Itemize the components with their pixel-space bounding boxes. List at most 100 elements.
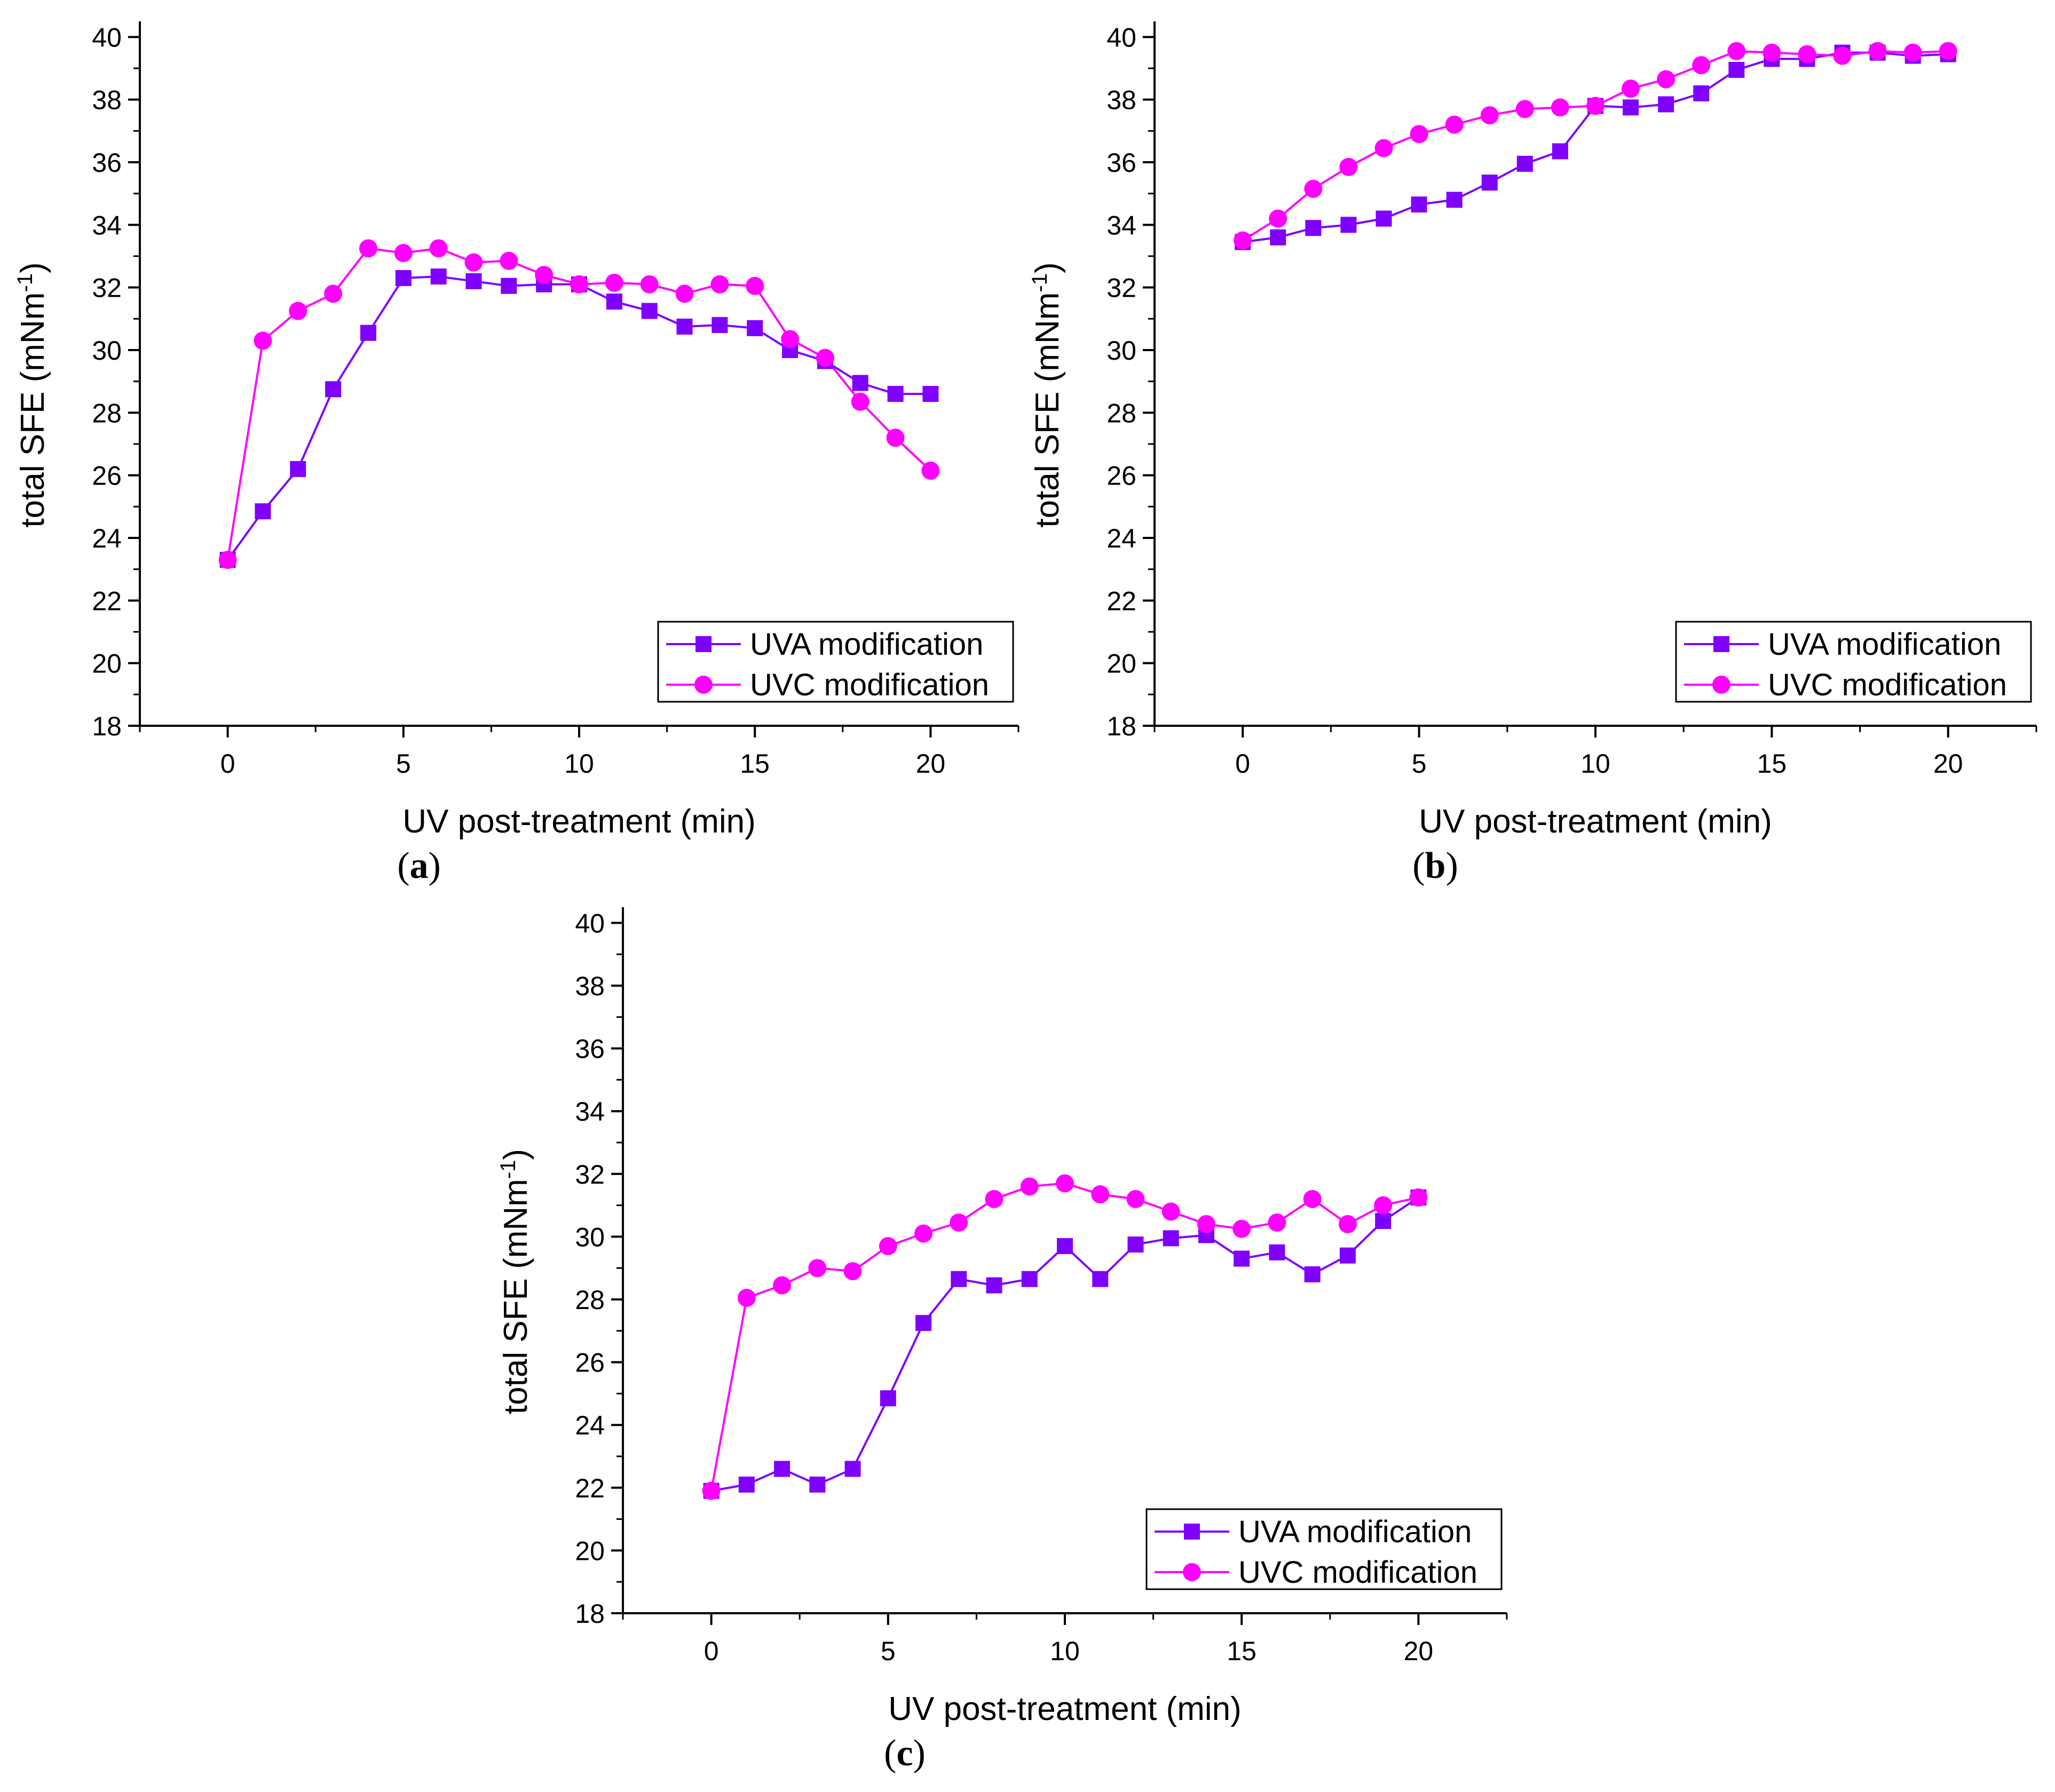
legend-label: UVC modification (1768, 668, 2007, 702)
data-point-uvc (710, 275, 729, 294)
data-point-uva (465, 273, 482, 289)
data-point-uvc (985, 1190, 1003, 1208)
x-axis-title: UV post-treatment (min) (1419, 803, 1772, 840)
data-point-uvc (605, 273, 623, 292)
data-point-uva (712, 317, 728, 334)
series-line-uvc (710, 1182, 1419, 1492)
data-point-uva (1552, 143, 1568, 160)
data-point-uva (1057, 1238, 1073, 1255)
data-point-uva (774, 1461, 791, 1477)
y-tick-label: 28 (92, 398, 122, 428)
data-point-uva (1693, 85, 1710, 101)
y-tick-label: 30 (92, 336, 122, 366)
y-tick-label: 22 (92, 586, 122, 616)
legend: UVA modification UVC modification (1675, 621, 2032, 703)
data-point-uva (255, 503, 271, 520)
data-point-uvc (1445, 115, 1464, 134)
y-tick-label: 28 (1106, 398, 1136, 428)
data-point-uvc (886, 429, 905, 447)
data-point-uva (1021, 1271, 1038, 1287)
data-point-uvc (1269, 209, 1287, 228)
data-point-uvc (851, 392, 870, 411)
data-point-uvc (1410, 125, 1428, 144)
data-point-uvc (1551, 98, 1569, 117)
data-point-uvc (464, 253, 483, 272)
data-point-uva (606, 294, 622, 310)
x-tick-label: 15 (740, 749, 770, 779)
data-point-uvc (1833, 46, 1852, 65)
data-point-uvc (781, 330, 800, 348)
data-point-uvc (675, 284, 694, 303)
y-tick-label: 32 (1106, 273, 1136, 303)
x-tick-label: 10 (1580, 749, 1610, 779)
data-point-uvc (921, 461, 940, 480)
data-point-uva (1411, 196, 1427, 213)
data-point-uvc (746, 276, 764, 295)
data-point-uva (915, 1315, 932, 1331)
legend-label: UVA modification (1768, 627, 2001, 662)
y-tick-label: 18 (575, 1599, 605, 1629)
data-point-uva (1304, 1266, 1321, 1282)
y-tick-label: 30 (575, 1222, 605, 1252)
data-point-uvc (218, 551, 237, 569)
data-point-uvc (1197, 1215, 1215, 1233)
legend-box (1675, 621, 2032, 703)
x-tick-label: 20 (1933, 749, 1963, 779)
y-tick-label: 32 (575, 1160, 605, 1190)
data-point-uvc (702, 1481, 721, 1500)
data-point-uva (290, 461, 306, 477)
x-tick-label: 0 (220, 749, 235, 779)
data-point-uvc (570, 275, 588, 294)
data-point-uvc (429, 239, 448, 258)
y-tick-label: 24 (575, 1410, 605, 1440)
data-point-uva (1658, 96, 1674, 113)
y-tick-label: 20 (575, 1536, 605, 1566)
y-tick-label: 26 (1106, 461, 1136, 491)
data-point-uva (641, 303, 658, 319)
data-point-uvc (1303, 1190, 1322, 1208)
data-point-uvc (1268, 1213, 1286, 1232)
y-tick-label: 18 (92, 711, 122, 741)
legend-marker-circle (1712, 676, 1730, 694)
data-point-uva (1270, 229, 1286, 245)
data-point-uvc (879, 1237, 897, 1256)
x-tick-label: 20 (1404, 1636, 1434, 1666)
y-tick-label: 36 (1106, 148, 1136, 178)
panel-label: (b) (1412, 845, 1458, 886)
data-point-uva (1481, 175, 1498, 191)
legend-marker-square (1713, 636, 1729, 652)
legend-marker-square (695, 636, 712, 652)
legend-label: UVA modification (750, 627, 983, 662)
y-tick-label: 36 (575, 1034, 605, 1064)
y-tick-label: 24 (1106, 524, 1136, 553)
data-point-uva (1339, 1247, 1356, 1264)
data-point-uva (747, 320, 763, 336)
chart-panel-b: 18 20 22 24 26 28 30 32 34 36 38 40 0 5 10 15 20 UV post-… (1028, 21, 2037, 886)
data-point-uva (1127, 1236, 1144, 1253)
series-line-uva (1242, 51, 1948, 243)
y-tick-label: 36 (92, 148, 122, 178)
y-tick-label: 38 (575, 971, 605, 1001)
x-tick-label: 0 (704, 1636, 719, 1666)
panel-label: (a) (397, 845, 441, 886)
y-tick-label: 34 (1106, 210, 1136, 240)
y-tick-label: 34 (575, 1097, 605, 1127)
legend: UVA modification UVC modification (657, 621, 1014, 703)
data-point-uva (395, 270, 412, 287)
y-tick-label: 18 (1106, 711, 1136, 741)
data-point-uva (430, 268, 447, 285)
x-tick-label: 5 (1412, 749, 1427, 779)
data-point-uvc (816, 348, 834, 367)
legend-box (657, 621, 1014, 703)
x-axis-title: UV post-treatment (min) (402, 803, 756, 840)
data-point-uvc (1056, 1174, 1074, 1193)
x-tick-label: 5 (396, 749, 411, 779)
y-tick-label: 20 (1106, 649, 1136, 679)
data-point-uvc (914, 1224, 933, 1243)
data-point-uva (1376, 210, 1392, 227)
data-point-uva (325, 381, 342, 398)
data-point-uva (1375, 1213, 1392, 1229)
panel-label: (c) (884, 1733, 926, 1774)
y-tick-label: 30 (1106, 336, 1136, 366)
y-tick-label: 22 (1106, 586, 1136, 616)
